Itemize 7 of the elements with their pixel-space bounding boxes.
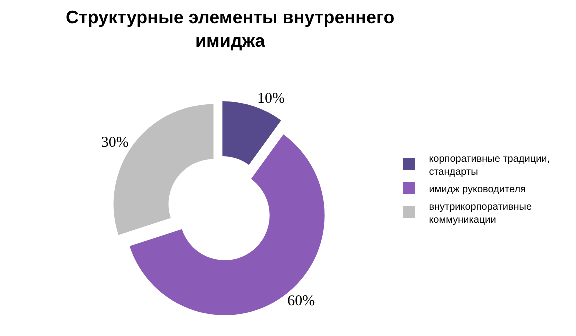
chart-title: Структурные элементы внутреннего имиджа <box>66 8 395 51</box>
data-label: 30% <box>101 134 129 151</box>
legend-label: внутрикорпоративные коммуникации <box>429 202 532 226</box>
legend-label: имидж руководителя <box>429 184 526 196</box>
legend-label: корпоративные традиции, стандарты <box>429 154 550 178</box>
data-label: 60% <box>288 294 316 310</box>
data-label: 10% <box>258 91 286 108</box>
